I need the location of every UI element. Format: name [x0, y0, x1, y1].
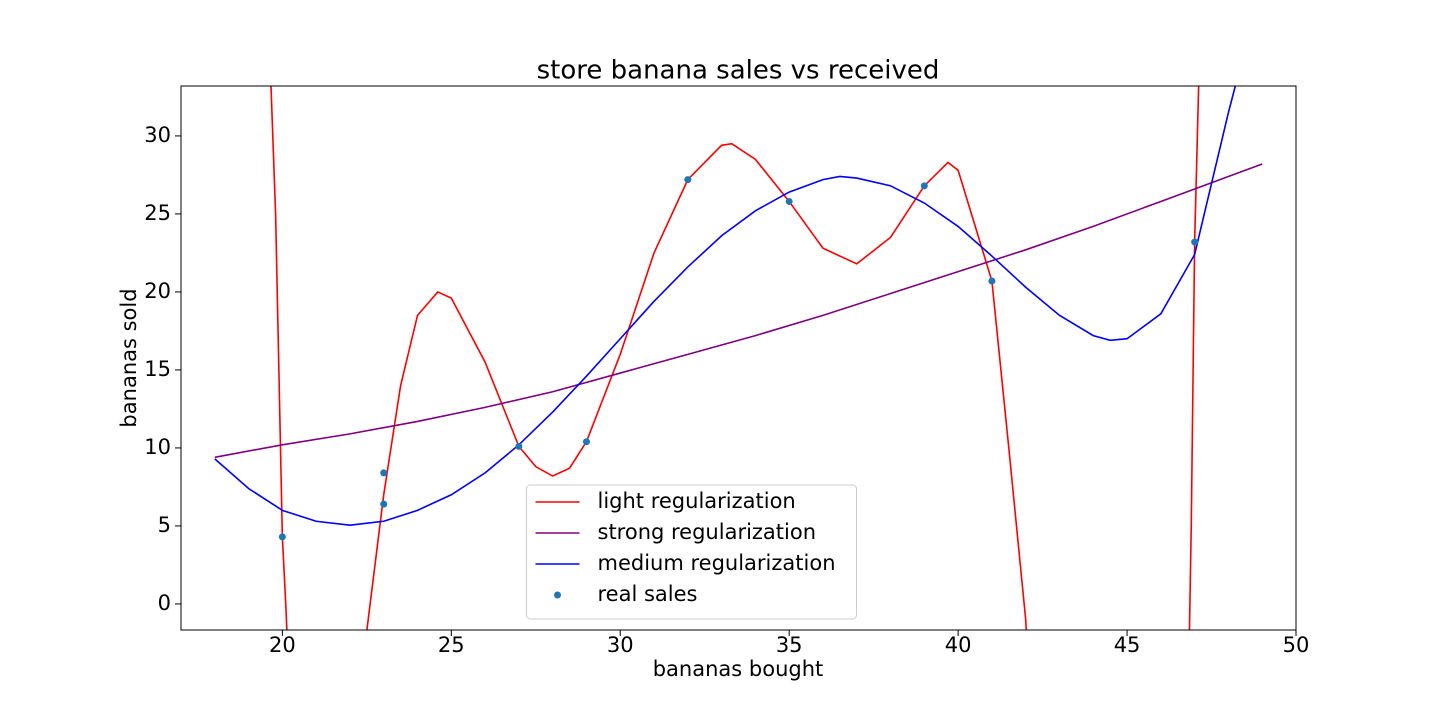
y-axis-label: bananas sold [117, 288, 141, 427]
scatter-point [278, 533, 286, 541]
legend-label: light regularization [598, 489, 796, 513]
legend-box [526, 484, 857, 620]
x-tick-label: 50 [1283, 633, 1310, 657]
y-tick-label: 30 [144, 123, 171, 147]
plot-area [214, 86, 1263, 630]
x-tick-label: 30 [607, 633, 634, 657]
y-tick-label: 15 [144, 357, 171, 381]
scatter-point [684, 176, 692, 184]
line-series [214, 163, 1263, 459]
scatter-point [920, 182, 928, 190]
y-tick-label: 10 [144, 435, 171, 459]
plot-frame [180, 85, 1297, 631]
x-tick-label: 45 [1114, 633, 1141, 657]
x-axis-label: bananas bought [653, 657, 824, 681]
scatter-point [380, 500, 388, 508]
line-series [270, 86, 1200, 630]
y-tick-label: 5 [158, 513, 171, 537]
scatter-point [515, 442, 523, 450]
legend-label: real sales [598, 582, 698, 606]
legend-marker [554, 591, 561, 599]
scatter-point [380, 469, 388, 477]
axes: 20 25 30 35 40 45 50 0 5 10 15 20 25 30 [144, 123, 1309, 657]
x-tick-label: 20 [269, 633, 296, 657]
legend-label: strong regularization [598, 520, 817, 544]
legend-label: medium regularization [598, 551, 836, 575]
scatter-point [988, 277, 996, 285]
chart-title: store banana sales vs received [537, 56, 940, 86]
y-tick-label: 0 [158, 591, 171, 615]
x-tick-label: 40 [945, 633, 972, 657]
scatter-point [785, 197, 793, 205]
legend: light regularization strong regularizatio… [526, 484, 857, 620]
x-tick-label: 25 [438, 633, 465, 657]
y-tick-label: 25 [144, 201, 171, 225]
y-tick-label: 20 [144, 279, 171, 303]
scatter-point [1191, 238, 1199, 246]
line-series [214, 86, 1237, 526]
scatter-point [582, 438, 590, 446]
x-tick-label: 35 [776, 633, 803, 657]
